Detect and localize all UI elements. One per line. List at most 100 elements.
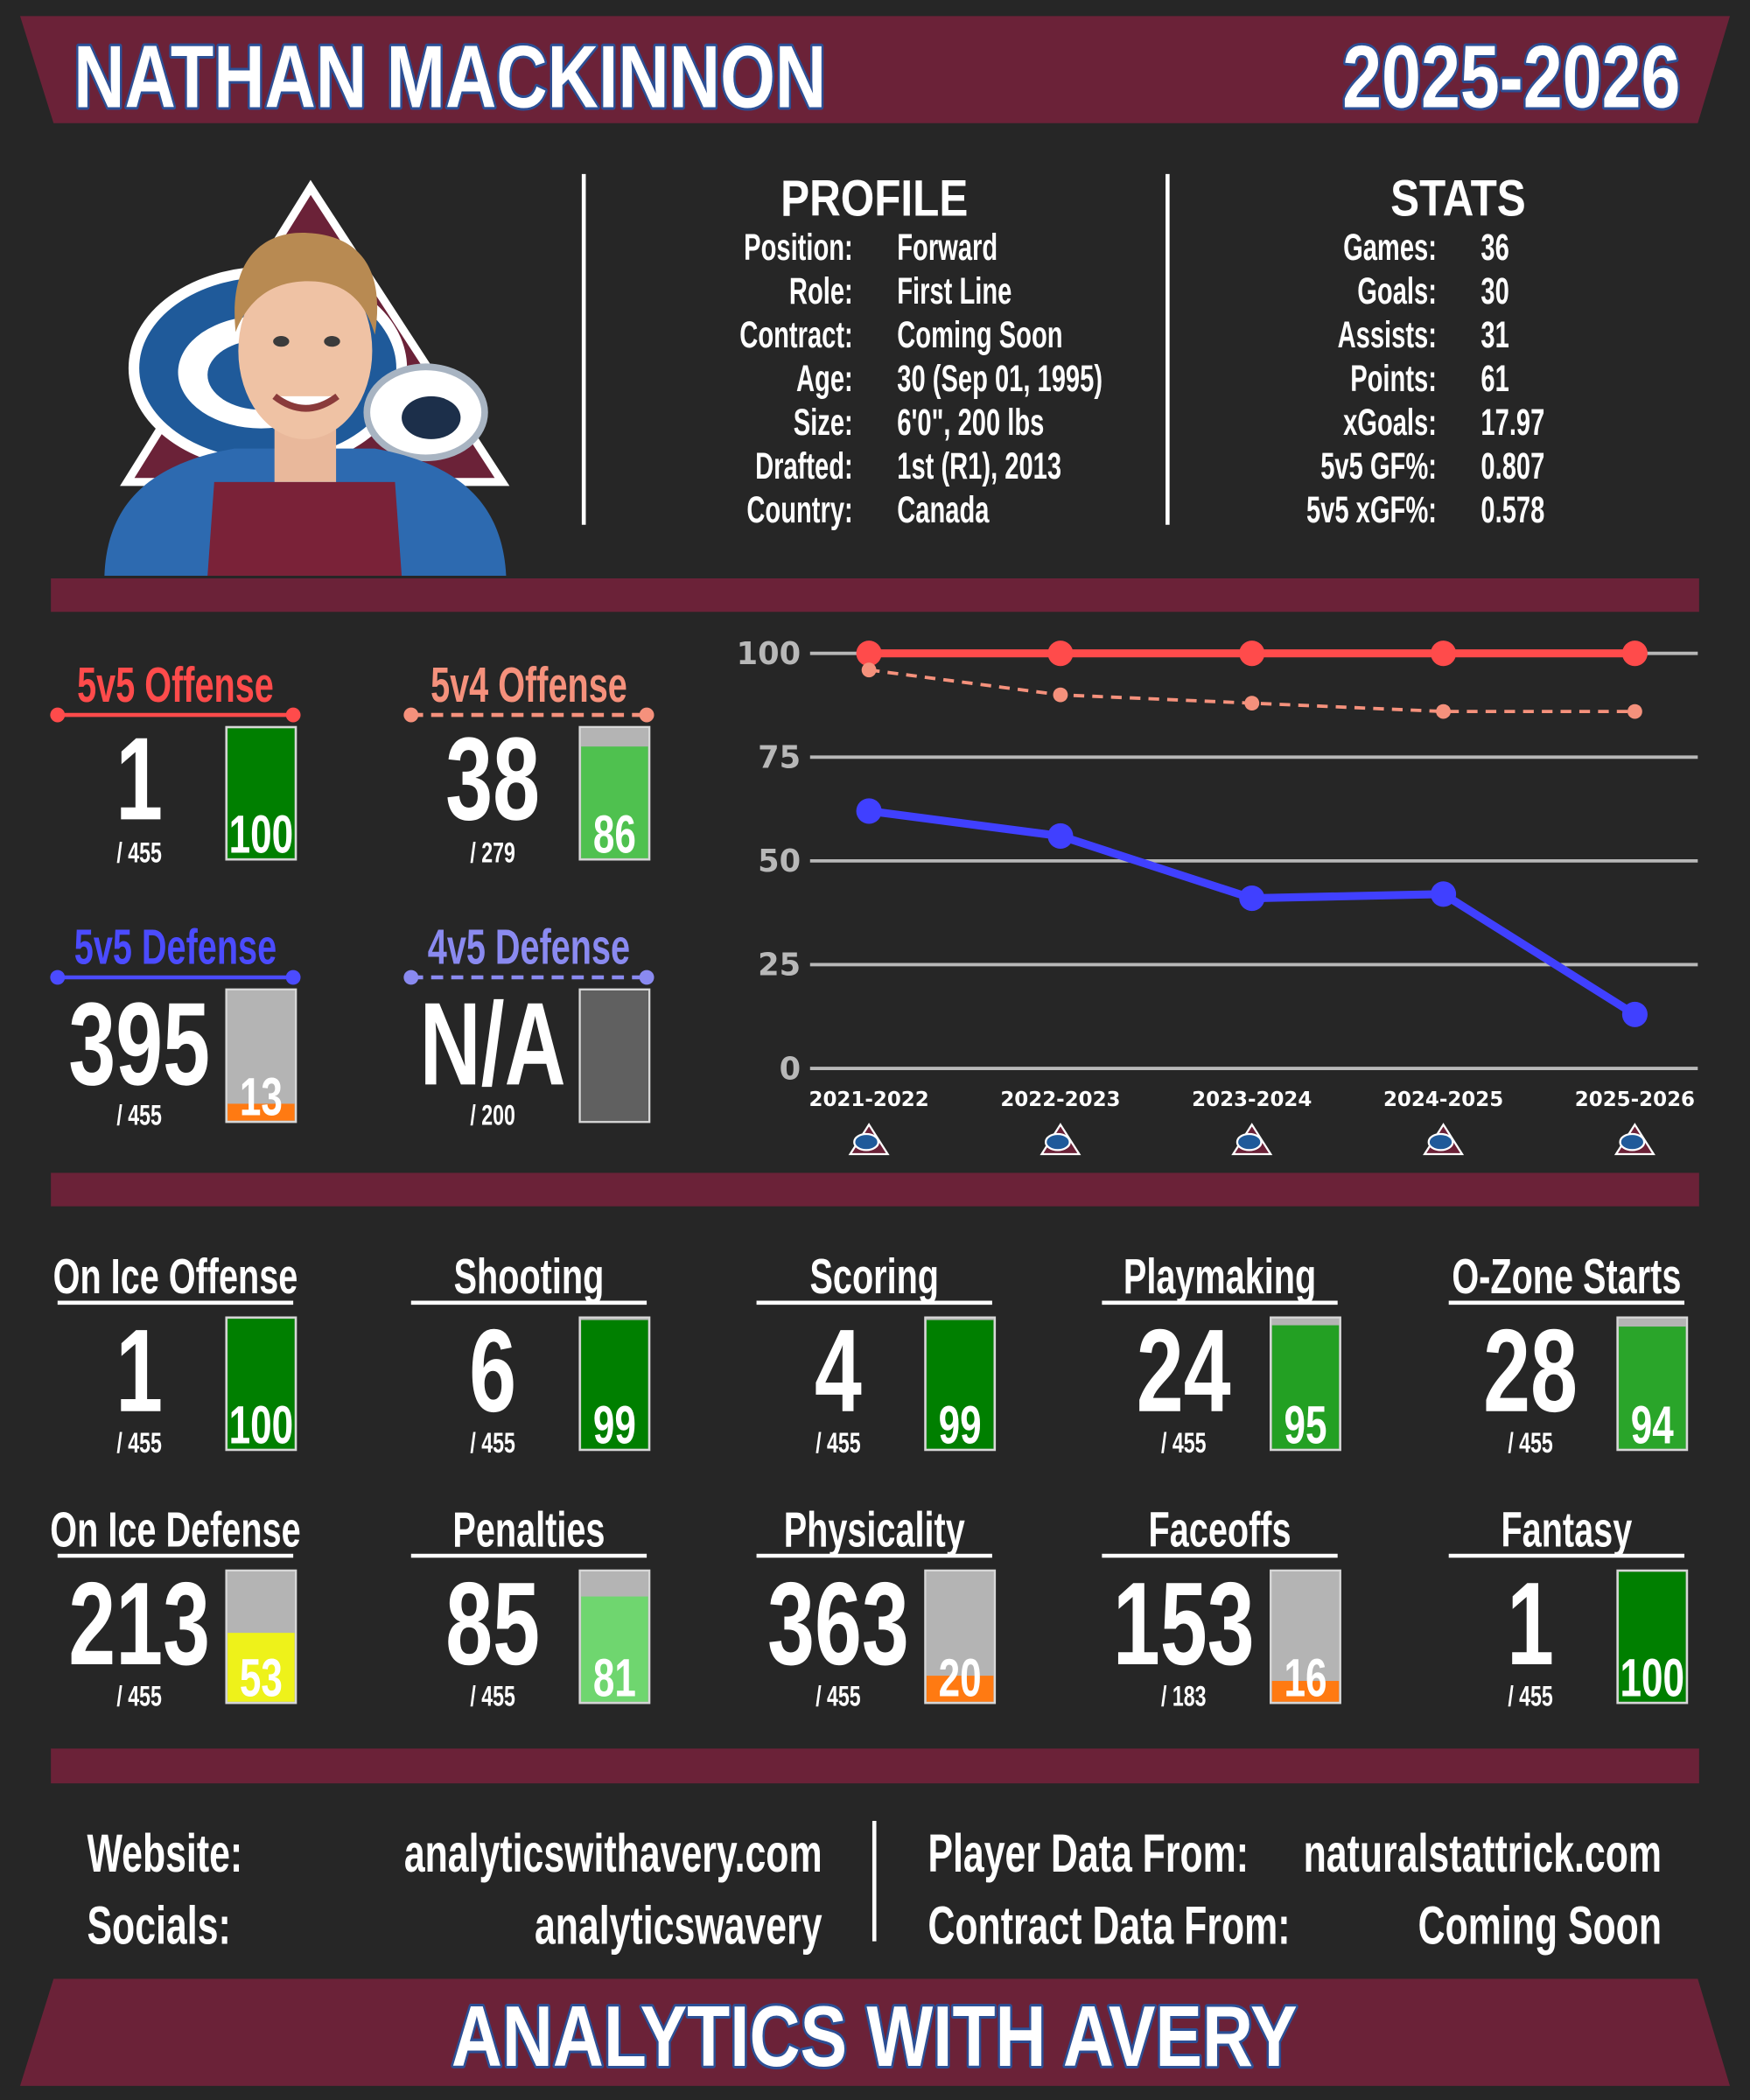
profile-label: Age: — [796, 357, 853, 399]
series-point — [1053, 687, 1068, 703]
profile-label: Role: — [789, 270, 853, 312]
footer-value: naturalstattrick.com — [1304, 1824, 1662, 1884]
percentile-bar — [1271, 1325, 1340, 1449]
series-point — [856, 798, 882, 824]
percentile-bar — [1619, 1326, 1686, 1449]
y-tick-label: 100 — [737, 636, 801, 672]
profile-value: 1st (R1), 2013 — [897, 444, 1061, 486]
rank: 363 — [767, 1558, 909, 1689]
card-title: 5v4 Offense — [430, 658, 627, 713]
series-point — [1436, 704, 1451, 719]
stats-label: Assists: — [1338, 313, 1437, 355]
percentile-label: 99 — [939, 1396, 982, 1456]
percentile-bar — [228, 728, 295, 858]
percentile-bar — [581, 746, 648, 858]
card-dot — [285, 970, 301, 985]
x-tick-label: 2023-2024 — [1192, 1088, 1312, 1111]
card-dot — [639, 707, 654, 723]
rank-total: / 455 — [116, 1681, 161, 1712]
rank-total: / 200 — [470, 1100, 514, 1131]
footer-value: analyticswithavery.com — [404, 1824, 822, 1884]
x-tick-label: 2022-2023 — [1000, 1088, 1120, 1111]
player-name: NATHAN MACKINNON — [74, 28, 826, 127]
percentile-bar-bg — [578, 988, 651, 1124]
series-point — [856, 640, 882, 667]
y-tick-label: 50 — [758, 844, 801, 879]
percentile-bar — [1271, 1681, 1340, 1702]
stats-label: 5v5 GF%: — [1320, 444, 1437, 486]
percentile-label: 95 — [1284, 1396, 1326, 1456]
y-tick-label: 75 — [758, 740, 801, 776]
card-title: Scoring — [809, 1250, 939, 1305]
series-point — [861, 662, 877, 678]
profile-value: Coming Soon — [897, 313, 1062, 355]
team-icon — [1044, 1132, 1071, 1152]
rank: 395 — [68, 978, 210, 1110]
card-title: Fantasy — [1501, 1502, 1632, 1558]
stats-value: 61 — [1480, 357, 1508, 399]
profile-label: Drafted: — [755, 444, 853, 486]
header-banner — [19, 16, 1731, 123]
rank: 153 — [1113, 1558, 1255, 1689]
rank-total: / 455 — [116, 837, 161, 869]
footer-value: analyticswavery — [535, 1896, 822, 1956]
rank-total: / 455 — [116, 1100, 161, 1131]
profile-title: PROFILE — [780, 171, 968, 228]
percentile-label: 100 — [229, 1396, 294, 1456]
series-point — [1239, 640, 1265, 667]
percentile-bar — [926, 1320, 994, 1449]
profile-label: Country: — [746, 488, 852, 530]
x-tick-label: 2024-2025 — [1383, 1088, 1503, 1111]
team-icon — [1236, 1132, 1263, 1152]
separator — [51, 578, 1699, 612]
rank: 1 — [1507, 1558, 1554, 1689]
percentile-label: 99 — [593, 1396, 636, 1456]
series-point — [1047, 640, 1074, 667]
card-dot — [50, 970, 66, 985]
rank: 213 — [68, 1558, 210, 1689]
rank-total: / 455 — [1508, 1427, 1552, 1459]
card-dot — [50, 707, 66, 723]
rank-total: / 455 — [816, 1681, 860, 1712]
rank: N/A — [420, 978, 566, 1110]
series-point — [1431, 881, 1457, 907]
rank-total: / 183 — [1161, 1681, 1206, 1712]
rank-total: / 455 — [816, 1427, 860, 1459]
percentile-label: 94 — [1631, 1396, 1674, 1456]
series-point — [1047, 822, 1074, 849]
card-title: On Ice Offense — [53, 1250, 298, 1305]
y-tick-label: 0 — [780, 1051, 801, 1087]
player-photo — [104, 233, 507, 576]
team-icon — [853, 1132, 879, 1152]
percentile-label: 13 — [240, 1068, 283, 1128]
percentile-label: 100 — [1620, 1649, 1685, 1709]
percentile-label: 100 — [229, 806, 294, 865]
footer-label: Contract Data From: — [928, 1896, 1290, 1956]
percentile-label: 81 — [593, 1649, 636, 1709]
percentile-label: 16 — [1284, 1649, 1326, 1709]
card-title: On Ice Defense — [50, 1502, 300, 1558]
stats-value: 0.807 — [1480, 444, 1544, 486]
percentile-bar — [228, 1633, 295, 1702]
stats-value: 17.97 — [1480, 401, 1544, 443]
card-title: Physicality — [784, 1502, 965, 1558]
percentile-bar — [581, 1320, 648, 1449]
rank-total: / 279 — [470, 837, 514, 869]
percentile-label: 20 — [939, 1649, 982, 1709]
percentile-bar — [228, 1319, 295, 1449]
footer-banner — [19, 1978, 1731, 2086]
card-title: 5v5 Offense — [77, 658, 274, 713]
rank: 85 — [445, 1558, 540, 1689]
profile-label: Contract: — [739, 313, 852, 355]
series-point — [1239, 886, 1265, 912]
card-title: 5v5 Defense — [74, 920, 276, 976]
percentile-bar — [926, 1676, 994, 1702]
profile-label: Size: — [794, 401, 853, 443]
stats-label: 5v5 xGF%: — [1306, 488, 1437, 530]
card-dot — [285, 707, 301, 723]
x-tick-label: 2021-2022 — [809, 1088, 929, 1111]
card-dot — [403, 970, 419, 985]
stats-title: STATS — [1390, 171, 1526, 228]
stats-value: 30 — [1480, 270, 1508, 312]
